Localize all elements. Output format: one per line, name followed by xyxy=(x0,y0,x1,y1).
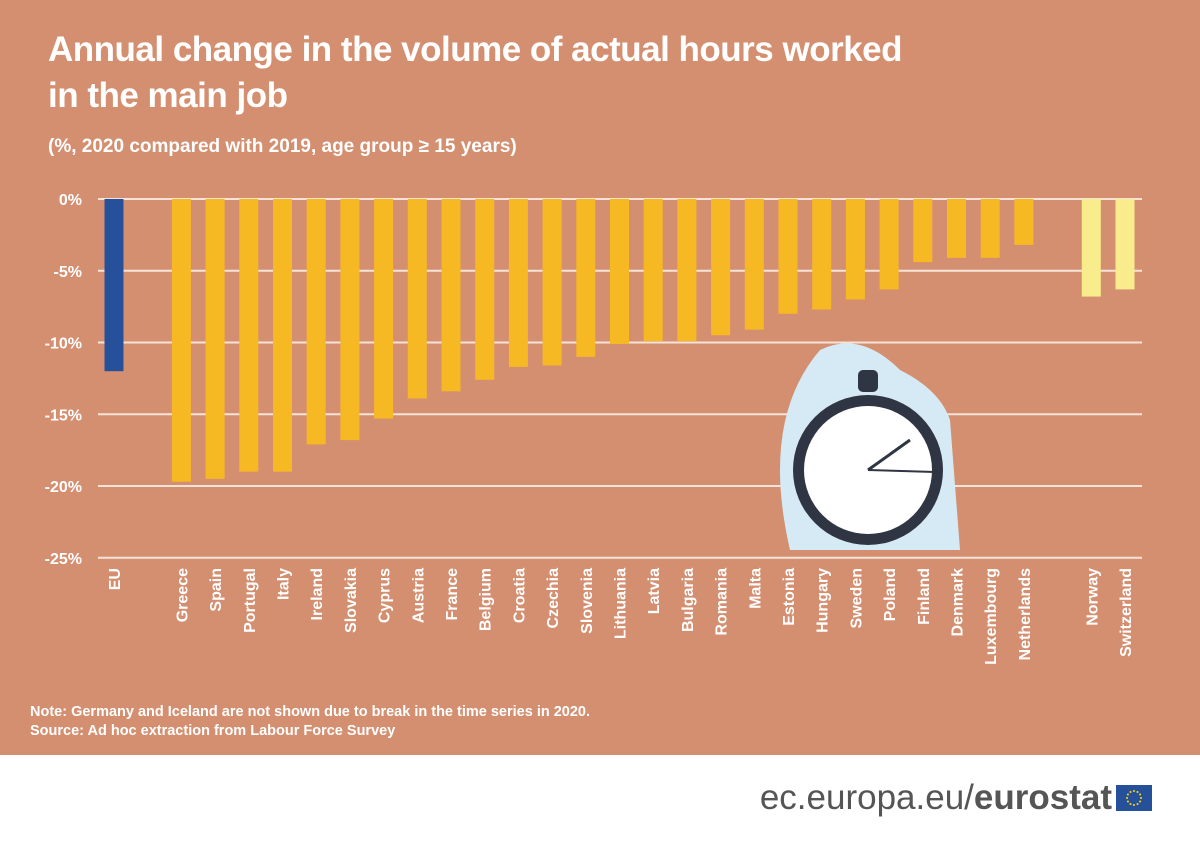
x-tick-label: Malta xyxy=(747,568,764,609)
x-tick-label: Austria xyxy=(410,568,427,623)
x-tick-label: Italy xyxy=(276,568,293,600)
bar-lithuania xyxy=(610,199,629,344)
x-tick-label: Switzerland xyxy=(1118,568,1135,657)
chart-subtitle: (%, 2020 compared with 2019, age group ≥… xyxy=(48,136,517,157)
star-icon xyxy=(1126,793,1129,796)
bar-austria xyxy=(407,199,427,399)
x-tick-label: Hungary xyxy=(815,568,832,633)
star-icon xyxy=(1133,790,1135,792)
x-tick-label: Denmark xyxy=(950,568,967,637)
bar-slovenia xyxy=(576,199,596,357)
star-icon xyxy=(1129,790,1132,793)
bar-portugal xyxy=(239,199,259,472)
bar-netherlands xyxy=(1014,199,1034,245)
x-tick-label: Netherlands xyxy=(1017,568,1034,661)
bar-italy xyxy=(273,199,292,472)
bar-belgium xyxy=(475,199,495,380)
bar-latvia xyxy=(643,199,663,342)
x-tick-label: Finland xyxy=(916,568,933,625)
star-icon xyxy=(1126,797,1128,799)
stopwatch-hand xyxy=(867,469,936,473)
x-tick-label: Belgium xyxy=(478,568,495,631)
y-tick-label: 0% xyxy=(59,192,82,209)
x-tick-label: Bulgaria xyxy=(680,568,697,632)
stopwatch-crown xyxy=(858,370,878,392)
chart-title-line-2: in the main job xyxy=(48,76,288,115)
bar-estonia xyxy=(778,199,798,314)
bar-greece xyxy=(171,199,191,482)
chart-note: Note: Germany and Iceland are not shown … xyxy=(30,704,591,720)
bar-norway xyxy=(1081,199,1101,297)
x-tick-label: Norway xyxy=(1084,568,1101,626)
star-icon xyxy=(1133,804,1135,806)
bar-poland xyxy=(879,199,899,290)
x-tick-label: Croatia xyxy=(511,568,528,623)
bar-romania xyxy=(711,199,731,336)
star-icon xyxy=(1139,793,1142,796)
y-tick-label: -20% xyxy=(45,479,82,496)
y-tick-label: -25% xyxy=(45,551,82,568)
star-icon xyxy=(1139,800,1142,803)
footer-brand: eurostat xyxy=(973,778,1112,817)
x-tick-label: France xyxy=(444,568,461,621)
x-tick-label: Ireland xyxy=(309,568,326,620)
x-tick-label: EU xyxy=(107,568,124,590)
x-tick-label: Luxembourg xyxy=(983,568,1000,665)
eurostat-footer: ec.europa.eu/eurostat xyxy=(760,778,1152,818)
bar-sweden xyxy=(845,199,865,300)
eu-flag-icon xyxy=(1116,785,1152,811)
y-tick-label: -5% xyxy=(54,264,82,281)
x-tick-label: Poland xyxy=(882,568,899,621)
x-tick-label: Czechia xyxy=(545,568,562,629)
footer-url: ec.europa.eu/ xyxy=(759,778,974,817)
bar-chart: 0% -5% -10% -15% -20% -25% EU Greece Spain Portug… xyxy=(45,192,1142,665)
x-tick-label: Romania xyxy=(714,568,731,636)
star-icon xyxy=(1129,803,1132,806)
star-icon xyxy=(1140,797,1142,799)
y-tick-label: -15% xyxy=(45,407,82,424)
x-tick-label: Cyprus xyxy=(377,568,394,623)
infographic-panel: Annual change in the volume of actual ho… xyxy=(0,0,1200,755)
bar-denmark xyxy=(947,199,966,258)
star-icon xyxy=(1136,790,1139,793)
x-tick-label: Sweden xyxy=(848,568,865,628)
bar-switzerland xyxy=(1115,199,1135,290)
workers-stopwatch-illustration xyxy=(780,343,960,550)
bar-cyprus xyxy=(374,199,394,419)
bar-bulgaria xyxy=(677,199,697,342)
bar-luxembourg xyxy=(980,199,1000,258)
bar-slovakia xyxy=(340,199,360,441)
bar-ireland xyxy=(306,199,326,445)
x-tick-label: Slovakia xyxy=(343,568,360,633)
chart-source: Source: Ad hoc extraction from Labour Fo… xyxy=(30,723,396,739)
x-tick-label: Slovenia xyxy=(579,568,596,634)
bar-spain xyxy=(205,199,225,479)
x-tick-label: Lithuania xyxy=(613,568,630,639)
bar-czechia xyxy=(542,199,562,366)
bar-croatia xyxy=(508,199,528,367)
bar-hungary xyxy=(812,199,832,310)
bar-finland xyxy=(913,199,933,263)
x-tick-label: Greece xyxy=(174,568,191,622)
stopwatch-hand xyxy=(867,438,911,472)
bar-malta xyxy=(744,199,764,330)
bar-france xyxy=(441,199,461,392)
star-icon xyxy=(1136,803,1139,806)
x-tick-label: Spain xyxy=(208,568,225,612)
chart-title-line-1: Annual change in the volume of actual ho… xyxy=(48,30,903,69)
x-tick-label: Latvia xyxy=(646,568,663,614)
y-tick-label: -10% xyxy=(45,336,82,353)
x-tick-label: Portugal xyxy=(242,568,259,633)
bar-eu xyxy=(104,199,124,372)
star-icon xyxy=(1126,800,1129,803)
x-tick-label: Estonia xyxy=(781,568,798,626)
